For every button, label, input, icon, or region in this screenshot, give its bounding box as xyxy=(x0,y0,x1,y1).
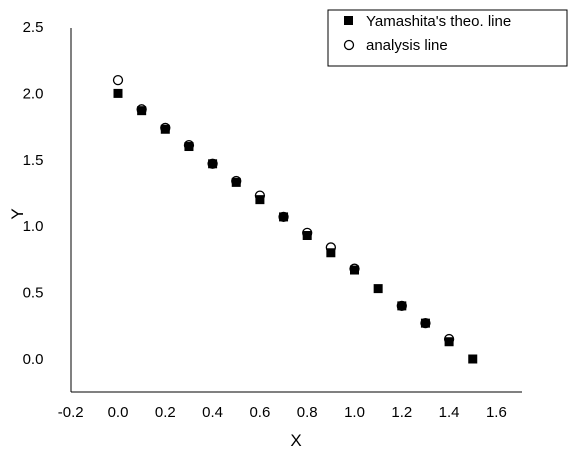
x-tick-label: 0.8 xyxy=(297,404,318,421)
theoretical-point xyxy=(231,177,241,187)
theoretical-point xyxy=(113,88,123,98)
theoretical-point xyxy=(160,124,170,134)
y-axis-ticks: 0.0 0.5 1.0 1.5 2.0 2.5 xyxy=(23,19,44,368)
theoretical-point xyxy=(302,230,312,240)
y-tick-label: 2.5 xyxy=(23,19,44,36)
x-tick-label: 0.4 xyxy=(202,404,223,421)
y-axis-title: Y xyxy=(8,208,27,219)
y-tick-label: 0.5 xyxy=(23,285,44,302)
theoretical-point xyxy=(444,337,454,347)
x-tick-label: 1.6 xyxy=(486,404,507,421)
theoretical-point xyxy=(279,212,289,222)
theoretical-point xyxy=(397,301,407,311)
x-tick-label: -0.2 xyxy=(58,404,84,421)
data-series xyxy=(112,74,478,364)
theoretical-point xyxy=(255,195,265,205)
y-tick-label: 0.0 xyxy=(23,351,44,368)
theoretical-point xyxy=(326,248,336,258)
axes xyxy=(70,28,522,393)
x-tick-label: 1.4 xyxy=(439,404,460,421)
theoretical-point xyxy=(350,265,359,275)
theoretical-point xyxy=(208,159,218,169)
theoretical-point xyxy=(184,142,194,152)
x-tick-label: 1.2 xyxy=(391,404,412,421)
y-tick-label: 2.0 xyxy=(23,85,44,102)
legend-circle-marker xyxy=(343,39,355,51)
legend-box xyxy=(327,9,568,67)
analysis-point xyxy=(112,74,124,86)
legend-label-theoretical: Yamashita's theo. line xyxy=(366,13,511,30)
legend-label-analysis: analysis line xyxy=(366,37,448,54)
x-axis-ticks: -0.2 0.0 0.2 0.4 0.6 0.8 1.0 1.2 1.4 1.6 xyxy=(58,404,507,421)
y-tick-label: 1.0 xyxy=(23,218,44,235)
theoretical-point xyxy=(468,354,478,364)
x-axis-title: X xyxy=(290,431,301,450)
x-tick-label: 0.6 xyxy=(249,404,270,421)
x-tick-label: 0.2 xyxy=(155,404,176,421)
legend-square-marker xyxy=(344,16,353,25)
legend: Yamashita's theo. line analysis line xyxy=(327,9,568,67)
x-tick-label: 0.0 xyxy=(108,404,129,421)
theoretical-point xyxy=(137,106,147,116)
theoretical-point xyxy=(420,318,430,328)
y-tick-label: 1.5 xyxy=(23,152,44,169)
theoretical-point xyxy=(373,284,383,294)
x-tick-label: 1.0 xyxy=(344,404,365,421)
